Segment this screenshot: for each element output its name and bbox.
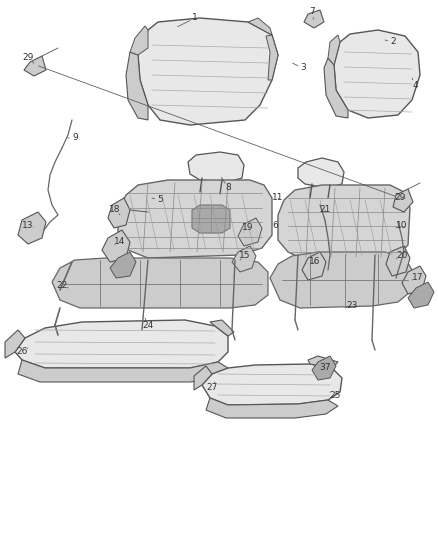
Polygon shape [312, 356, 336, 380]
Polygon shape [130, 26, 148, 55]
Polygon shape [266, 35, 278, 80]
Text: 26: 26 [16, 348, 28, 357]
Text: 11: 11 [272, 193, 284, 203]
Polygon shape [102, 230, 130, 262]
Polygon shape [270, 252, 412, 308]
Text: 4: 4 [412, 80, 418, 90]
Polygon shape [393, 189, 413, 212]
Text: 23: 23 [346, 301, 358, 310]
Text: 29: 29 [394, 193, 406, 203]
Polygon shape [328, 35, 340, 65]
Polygon shape [402, 266, 426, 294]
Polygon shape [308, 356, 338, 368]
Polygon shape [188, 152, 244, 182]
Text: 24: 24 [142, 320, 154, 329]
Polygon shape [138, 18, 278, 125]
Polygon shape [126, 52, 148, 120]
Polygon shape [206, 398, 338, 418]
Polygon shape [302, 252, 326, 280]
Text: 10: 10 [396, 221, 408, 230]
Text: 20: 20 [396, 251, 408, 260]
Polygon shape [298, 158, 344, 188]
Polygon shape [408, 282, 434, 308]
Polygon shape [118, 180, 272, 258]
Polygon shape [108, 198, 130, 228]
Text: 1: 1 [192, 13, 198, 22]
Polygon shape [232, 246, 256, 272]
Text: 25: 25 [329, 391, 341, 400]
Text: 37: 37 [319, 364, 331, 373]
Polygon shape [5, 330, 25, 358]
Polygon shape [386, 246, 410, 276]
Polygon shape [110, 252, 136, 278]
Polygon shape [18, 360, 228, 382]
Polygon shape [18, 212, 46, 244]
Polygon shape [24, 56, 46, 76]
Text: 9: 9 [72, 133, 78, 142]
Text: 16: 16 [309, 257, 321, 266]
Text: 13: 13 [22, 221, 34, 230]
Text: 19: 19 [242, 223, 254, 232]
Polygon shape [52, 258, 268, 308]
Polygon shape [194, 366, 212, 390]
Text: 2: 2 [390, 37, 396, 46]
Polygon shape [192, 205, 230, 233]
Polygon shape [210, 320, 234, 336]
Polygon shape [304, 10, 324, 28]
Polygon shape [202, 364, 342, 405]
Text: 5: 5 [157, 196, 163, 205]
Text: 18: 18 [109, 206, 121, 214]
Text: 27: 27 [206, 384, 218, 392]
Text: 15: 15 [239, 251, 251, 260]
Polygon shape [324, 58, 348, 118]
Text: 7: 7 [309, 7, 315, 17]
Text: 8: 8 [225, 183, 231, 192]
Text: 21: 21 [319, 206, 331, 214]
Text: 3: 3 [300, 63, 306, 72]
Text: 17: 17 [412, 273, 424, 282]
Polygon shape [248, 18, 272, 35]
Text: 29: 29 [22, 53, 34, 62]
Polygon shape [334, 30, 420, 118]
Polygon shape [278, 185, 410, 260]
Polygon shape [15, 320, 228, 368]
Polygon shape [238, 218, 262, 246]
Text: 14: 14 [114, 238, 126, 246]
Text: 6: 6 [272, 221, 278, 230]
Text: 22: 22 [57, 280, 67, 289]
